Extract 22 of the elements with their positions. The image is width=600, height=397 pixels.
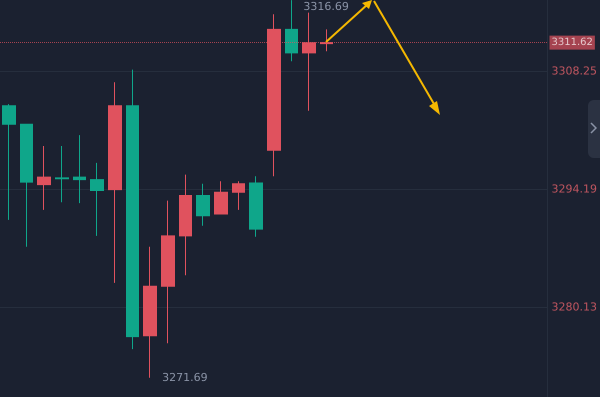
candlestick xyxy=(249,176,263,238)
candlestick xyxy=(2,104,16,220)
candlestick xyxy=(285,0,298,62)
candlestick xyxy=(90,162,104,236)
candlestick xyxy=(55,146,69,203)
y-tick-label: 3308.25 xyxy=(552,64,598,78)
candlestick xyxy=(196,183,210,226)
ref-line-label: 3311.62 xyxy=(552,37,593,48)
candlestick xyxy=(73,134,86,204)
y-tick-label: 3280.13 xyxy=(552,300,598,314)
candlestick xyxy=(126,69,139,350)
candlestick xyxy=(37,146,51,210)
candlestick xyxy=(143,246,157,378)
candlestick xyxy=(232,180,245,210)
annotation: 3271.69 xyxy=(162,370,208,384)
y-tick-label: 3294.19 xyxy=(552,182,598,196)
candlestick xyxy=(108,82,122,284)
candlestick xyxy=(179,174,192,276)
candlestick xyxy=(20,124,33,248)
annotation: 3316.69 xyxy=(303,0,349,13)
candlestick xyxy=(214,180,228,215)
candlestick xyxy=(161,200,175,344)
